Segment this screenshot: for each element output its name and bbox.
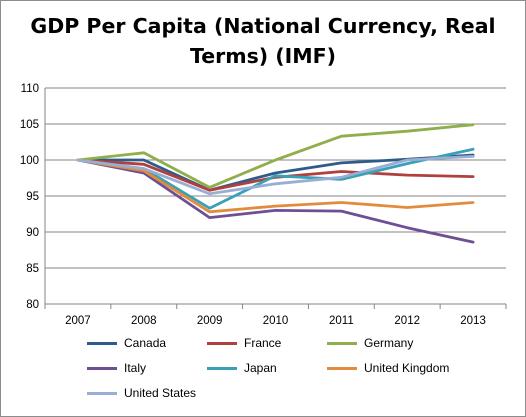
y-tick-label: 100: [20, 155, 39, 167]
legend-label: Canada: [124, 336, 167, 350]
legend-item: United Kingdom: [327, 360, 449, 376]
legend-item: Germany: [327, 335, 413, 351]
x-tick-label: 2012: [394, 315, 420, 327]
x-tick-label: 2008: [131, 315, 157, 327]
legend-label: France: [244, 336, 282, 350]
x-tick-label: 2010: [263, 315, 289, 327]
x-tick-label: 2011: [329, 315, 354, 327]
legend-label: Germany: [364, 336, 414, 350]
legend-swatch: [207, 341, 237, 345]
legend-label: Italy: [124, 361, 147, 375]
x-tick-label: 2013: [460, 315, 486, 327]
chart-title: GDP Per Capita (National Currency, Real …: [30, 14, 496, 68]
legend-item: Canada: [87, 335, 166, 351]
legend-label: United Kingdom: [364, 361, 450, 375]
legend-swatch: [207, 366, 237, 370]
legend-item: United States: [87, 385, 196, 401]
series-line-germany: [76, 123, 475, 189]
series-line-italy: [76, 158, 475, 244]
legend-item: Italy: [87, 360, 146, 376]
y-tick-label: 105: [20, 119, 39, 131]
y-tick-label: 90: [26, 227, 39, 239]
series-line-united-kingdom: [76, 158, 475, 214]
legend-item: Japan: [207, 360, 277, 376]
legend-item: France: [207, 335, 281, 351]
legend-swatch: [327, 341, 357, 345]
legend-label: Japan: [244, 361, 277, 375]
legend-label: United States: [124, 386, 197, 400]
legend-swatch: [87, 366, 117, 370]
y-tick-label: 110: [21, 83, 39, 95]
x-tick-label: 2009: [197, 315, 223, 327]
series-line-united-states: [76, 154, 475, 196]
legend-swatch: [87, 391, 117, 395]
x-tick-label: 2007: [65, 315, 91, 327]
y-tick-label: 85: [26, 263, 39, 275]
y-tick-label: 95: [26, 191, 39, 203]
legend-swatch: [87, 341, 117, 345]
y-tick-label: 80: [26, 299, 39, 311]
legend-swatch: [327, 366, 357, 370]
